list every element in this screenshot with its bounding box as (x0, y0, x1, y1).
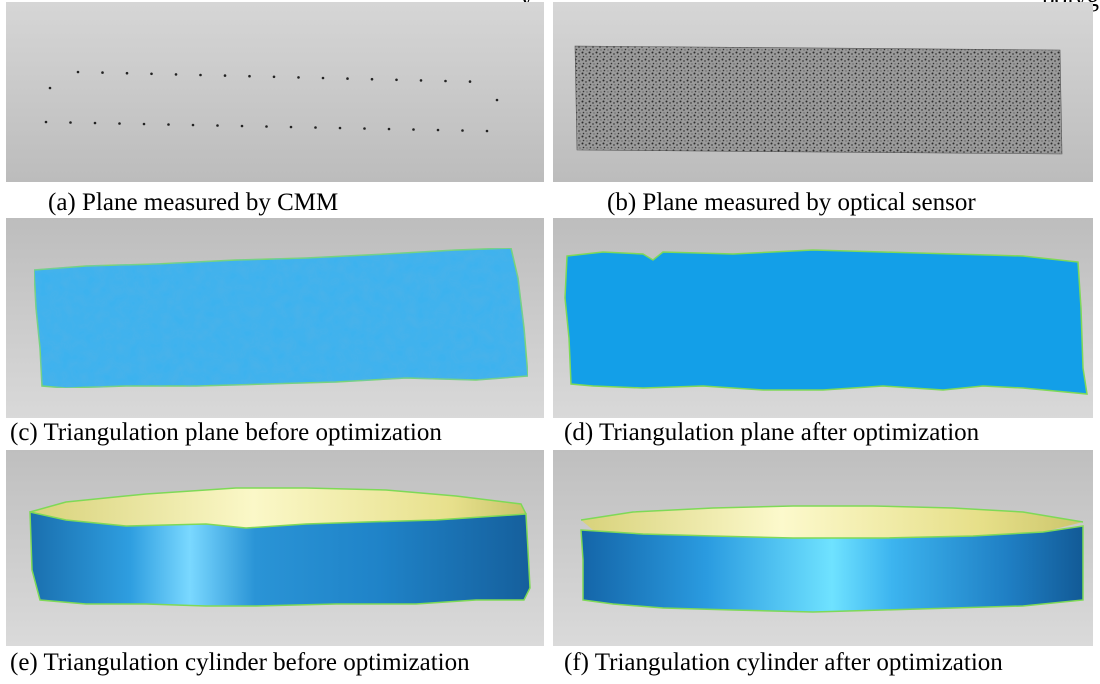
cmm-point (199, 73, 202, 77)
cmm-point (150, 72, 153, 76)
cmm-point (461, 129, 464, 132)
panel-d-plane-after (553, 218, 1093, 418)
cmm-point (485, 129, 489, 133)
cmm-point (495, 98, 499, 102)
cmm-point (436, 128, 440, 132)
cmm-point (370, 77, 374, 81)
panel-d-image (553, 218, 1093, 418)
panel-e-image (6, 450, 544, 646)
cmm-point (419, 79, 423, 82)
cmm-point (265, 125, 268, 128)
cmm-point (142, 122, 146, 126)
cmm-point (223, 74, 227, 77)
cmm-point (321, 76, 325, 80)
cmm-point (93, 121, 97, 125)
cmm-point (444, 79, 447, 83)
cmm-point (387, 127, 391, 131)
caption-a: (a) Plane measured by CMM (48, 189, 339, 216)
cmm-point (363, 127, 366, 130)
panel-b-optical-plane (553, 2, 1093, 182)
cmm-point (314, 126, 317, 129)
cmm-point (272, 75, 276, 79)
cmm-point (44, 120, 48, 124)
cmm-point (412, 128, 415, 131)
panel-c-plane-before (6, 218, 544, 418)
panel-f-image (553, 450, 1093, 646)
cmm-point (167, 123, 170, 126)
panel-c-image (6, 218, 544, 418)
panel-a-image (6, 2, 544, 182)
panel-f-cylinder-after (553, 450, 1093, 646)
cmm-point (248, 74, 251, 78)
cmm-point (69, 121, 72, 124)
caption-e: (e) Triangulation cylinder before optimi… (10, 649, 470, 676)
cmm-point (125, 71, 129, 75)
cmm-point (174, 73, 178, 76)
caption-b: (b) Plane measured by optical sensor (607, 189, 976, 216)
caption-f: (f) Triangulation cylinder after optimiz… (564, 649, 1003, 676)
cmm-point (289, 125, 293, 129)
caption-d: (d) Triangulation plane after optimizati… (564, 419, 980, 446)
cmm-point (395, 78, 398, 82)
panel-e-cylinder-before (6, 450, 544, 646)
cmm-point (468, 80, 472, 83)
cmm-point (76, 70, 80, 74)
cmm-point (346, 77, 349, 80)
cmm-point (118, 122, 121, 125)
panel-b-image (553, 2, 1093, 182)
cmm-point (191, 123, 195, 127)
cmm-point (101, 71, 104, 74)
cmm-point (216, 124, 219, 127)
cmm-point (48, 86, 52, 90)
cmm-point (240, 124, 244, 128)
cmm-point (297, 76, 300, 79)
cmm-point (338, 126, 342, 130)
caption-c: (c) Triangulation plane before optimizat… (10, 419, 442, 446)
panel-a-cmm-plane (6, 2, 544, 182)
